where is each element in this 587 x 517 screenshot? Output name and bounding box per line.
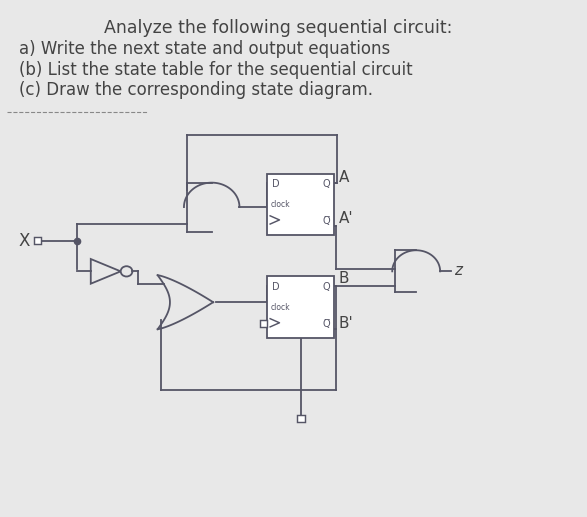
- Text: X: X: [19, 232, 31, 250]
- Text: (c) Draw the corresponding state diagram.: (c) Draw the corresponding state diagram…: [19, 81, 373, 99]
- Text: D: D: [272, 179, 279, 189]
- Text: Q: Q: [322, 282, 330, 292]
- Text: clock: clock: [270, 200, 290, 209]
- Text: Q̅: Q̅: [322, 216, 330, 226]
- Text: z: z: [454, 263, 462, 278]
- Text: a) Write the next state and output equations: a) Write the next state and output equat…: [19, 40, 390, 58]
- Bar: [267, 277, 335, 338]
- Text: B': B': [339, 316, 353, 331]
- Text: A': A': [339, 211, 353, 226]
- Text: Q̅: Q̅: [322, 319, 330, 329]
- Text: Q: Q: [322, 179, 330, 189]
- Text: B: B: [339, 271, 349, 286]
- Text: A: A: [339, 170, 349, 185]
- Text: clock: clock: [270, 303, 290, 312]
- Bar: [259, 321, 267, 327]
- Bar: [267, 174, 335, 235]
- Text: (b) List the state table for the sequential circuit: (b) List the state table for the sequent…: [19, 60, 413, 79]
- Text: D: D: [272, 282, 279, 292]
- Text: Analyze the following sequential circuit:: Analyze the following sequential circuit…: [104, 19, 452, 37]
- Bar: [297, 415, 305, 422]
- Bar: [33, 237, 41, 244]
